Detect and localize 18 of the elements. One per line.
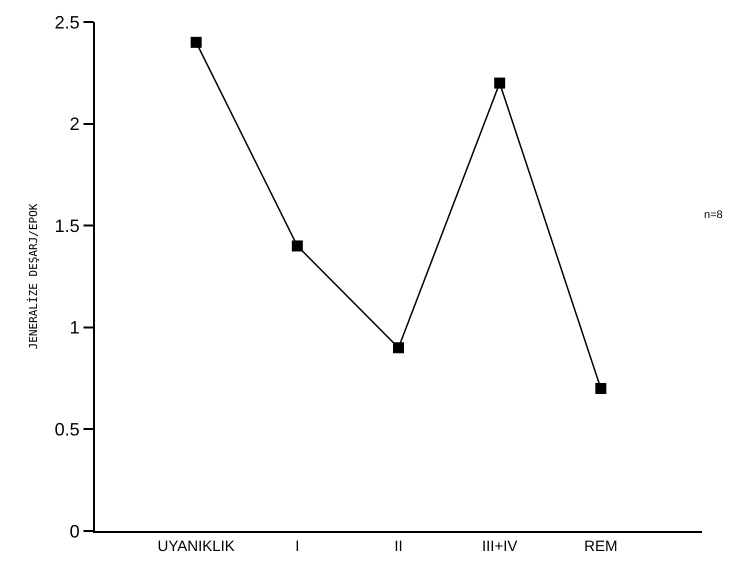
y-tick-label: 1.5 (54, 216, 80, 236)
point (494, 78, 506, 89)
point (292, 240, 303, 252)
x-tick-label: UYANIKLIK (158, 538, 235, 555)
x-tick-label: II (394, 538, 403, 555)
point (190, 36, 202, 48)
y-tick-label: 1 (70, 318, 80, 338)
text: n=8 (704, 209, 723, 221)
y-tick-label: 0.5 (54, 420, 80, 440)
point (393, 342, 404, 354)
x-tick-label: III+IV (482, 538, 518, 555)
y-tick-label: 2 (70, 114, 80, 134)
point (595, 382, 606, 394)
y-tick-label: 2.5 (54, 12, 80, 32)
y-tick-label: 0 (70, 521, 80, 542)
x-tick-label: I (295, 538, 300, 555)
y-axis-title: JENERALİZE DEŞARJ/EPOK (26, 203, 40, 350)
x-tick-label: REM (584, 538, 618, 555)
